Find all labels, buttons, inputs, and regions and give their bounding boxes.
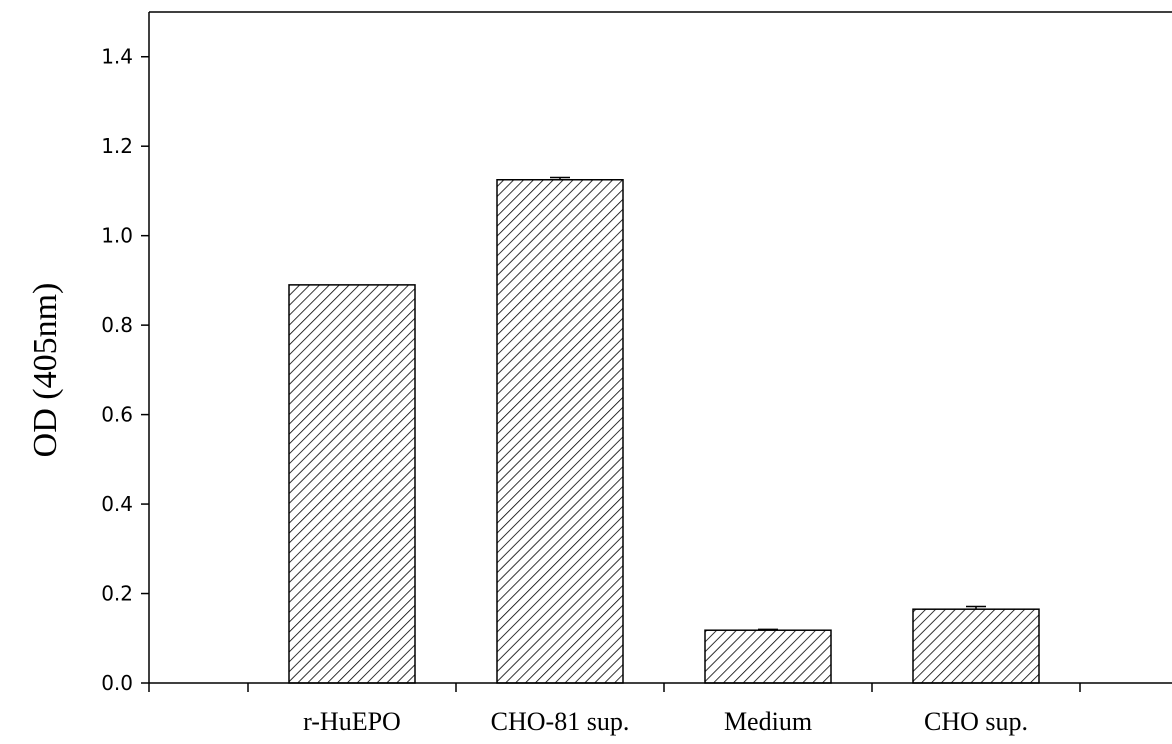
y-tick-label: 0.2 xyxy=(101,582,133,606)
x-category-label: r-HuEPO xyxy=(303,707,401,736)
bar xyxy=(496,179,624,684)
y-tick-label: 1.2 xyxy=(101,134,133,158)
bars xyxy=(288,179,1040,684)
y-tick-label: 0.6 xyxy=(101,403,133,427)
y-tick-label: 0.0 xyxy=(101,671,133,695)
error-bars xyxy=(550,176,986,631)
bar xyxy=(704,629,832,684)
bar xyxy=(912,608,1040,684)
bar xyxy=(288,284,416,684)
y-tick-label: 0.4 xyxy=(101,492,133,516)
x-axis-ticks xyxy=(148,683,1081,692)
x-category-label: CHO-81 sup. xyxy=(491,707,630,736)
x-category-label: CHO sup. xyxy=(924,707,1028,736)
y-axis-ticks: 0.0 0.2 0.4 0.6 0.8 1.0 1.2 1.4 xyxy=(101,45,149,695)
x-category-label: Medium xyxy=(724,707,812,736)
y-axis-title: OD (405nm) xyxy=(27,283,64,458)
y-tick-label: 1.0 xyxy=(101,224,133,248)
category-labels: r-HuEPO CHO-81 sup. Medium CHO sup. xyxy=(303,707,1028,736)
y-tick-label: 0.8 xyxy=(101,313,133,337)
y-tick-label: 1.4 xyxy=(101,45,133,69)
